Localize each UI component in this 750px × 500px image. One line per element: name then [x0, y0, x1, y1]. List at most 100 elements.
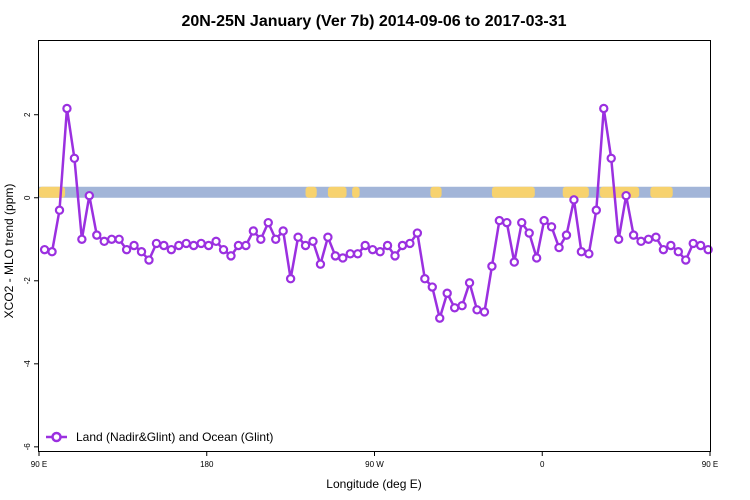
- data-point: [99, 236, 109, 247]
- y-tick-label: 2: [23, 112, 32, 117]
- land-band: [305, 186, 317, 198]
- data-point: [241, 240, 251, 251]
- data-point: [47, 247, 57, 257]
- data-point: [293, 232, 303, 242]
- data-point: [517, 217, 527, 228]
- data-point: [345, 249, 355, 259]
- data-point: [509, 257, 519, 267]
- land-band: [600, 186, 640, 198]
- data-point: [479, 307, 490, 317]
- x-tick-label: 180: [200, 460, 214, 469]
- data-point: [449, 303, 460, 313]
- y-axis: -6 -4 -2 0 2: [23, 112, 39, 450]
- data-point: [464, 278, 475, 288]
- data-point: [703, 244, 713, 255]
- data-point: [360, 240, 370, 251]
- data-point: [524, 228, 534, 238]
- data-point: [531, 253, 542, 263]
- y-axis-label: XCO2 - MLO trend (ppm): [2, 184, 16, 319]
- chart-title: 20N-25N January (Ver 7b) 2014-09-06 to 2…: [181, 13, 566, 30]
- y-tick-label: -6: [23, 443, 32, 451]
- x-tick-label: 90 E: [31, 460, 47, 469]
- data-point: [688, 238, 698, 249]
- data-point: [681, 255, 691, 265]
- data-point: [599, 103, 609, 114]
- data-point: [54, 205, 65, 215]
- data-point: [390, 251, 400, 261]
- y-tick-label: -2: [23, 277, 32, 285]
- data-point: [181, 238, 191, 249]
- data-point: [420, 274, 430, 284]
- data-point: [323, 232, 333, 242]
- data-point: [651, 232, 661, 242]
- legend: Land (Nadir&Glint) and Ocean (Glint): [46, 430, 273, 444]
- data-point: [263, 217, 273, 228]
- data-point: [92, 230, 102, 240]
- data-point: [658, 244, 669, 255]
- data-point: [673, 247, 684, 257]
- data-point: [643, 234, 654, 244]
- data-point: [256, 234, 266, 244]
- data-point: [166, 244, 177, 255]
- legend-label: Land (Nadir&Glint) and Ocean (Glint): [76, 430, 273, 444]
- data-point: [487, 261, 497, 271]
- data-point: [278, 226, 288, 236]
- data-point: [218, 244, 229, 255]
- data-point: [330, 251, 341, 261]
- x-tick-label: 0: [540, 460, 545, 469]
- data-point: [628, 230, 639, 240]
- data-point: [666, 240, 676, 251]
- data-point: [174, 240, 184, 251]
- data-point: [367, 244, 378, 255]
- data-point: [584, 249, 594, 259]
- land-band: [39, 186, 66, 198]
- data-point: [375, 247, 385, 257]
- data-point: [121, 244, 132, 255]
- data-point: [114, 234, 124, 244]
- x-axis-label: Longitude (deg E): [326, 477, 421, 491]
- land-band: [430, 186, 442, 198]
- data-point: [591, 205, 602, 215]
- data-point: [308, 236, 318, 247]
- data-point: [569, 195, 579, 205]
- data-point: [226, 251, 236, 261]
- data-point: [442, 288, 452, 298]
- data-point: [271, 234, 281, 244]
- ocean-band: [39, 186, 710, 198]
- data-point: [427, 282, 437, 292]
- data-point: [457, 300, 467, 311]
- land-band: [352, 186, 360, 198]
- data-point: [502, 217, 512, 228]
- data-point: [285, 274, 296, 284]
- data-point: [77, 234, 87, 244]
- data-point: [84, 190, 95, 201]
- data-point: [106, 234, 117, 244]
- data-point: [196, 238, 206, 249]
- data-point: [412, 228, 423, 238]
- data-point: [539, 215, 549, 226]
- data-point: [695, 240, 706, 251]
- data-point: [203, 240, 214, 251]
- data-point: [151, 238, 162, 249]
- data-point: [69, 153, 80, 164]
- data-point: [435, 313, 445, 323]
- data-point: [129, 240, 139, 251]
- data-point: [353, 249, 363, 259]
- x-tick-label: 90 E: [702, 460, 718, 469]
- data-point: [382, 240, 393, 251]
- data-point: [472, 305, 482, 315]
- data-point: [159, 240, 169, 251]
- series-layer: [39, 103, 713, 323]
- land-band: [650, 186, 673, 198]
- land-band: [562, 186, 589, 198]
- data-point: [39, 244, 50, 255]
- data-point: [338, 253, 348, 263]
- y-tick-label: 0: [23, 195, 32, 200]
- data-point: [248, 226, 259, 236]
- data-point: [613, 234, 624, 244]
- land-band: [327, 186, 347, 198]
- data-point: [636, 236, 646, 247]
- data-point: [189, 240, 199, 251]
- data-point: [397, 240, 408, 251]
